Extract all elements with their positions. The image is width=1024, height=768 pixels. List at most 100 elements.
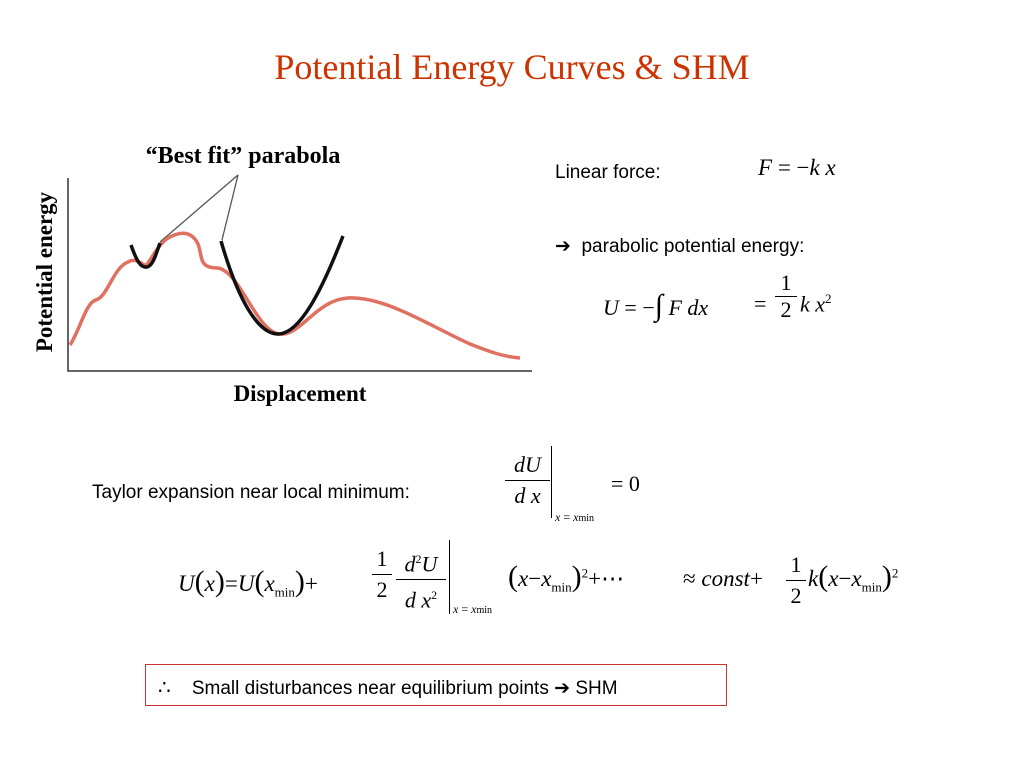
eq-term: min: [274, 584, 295, 600]
denominator: 2: [786, 580, 806, 611]
eq-term: d: [404, 587, 416, 613]
eq-term: d: [404, 551, 416, 577]
eq-term: d: [514, 452, 526, 477]
numerator: 1: [780, 270, 792, 295]
eq-term: U: [603, 295, 619, 320]
eq-term: min: [476, 605, 492, 616]
eq-term: k: [809, 155, 820, 180]
eq-term: min: [861, 579, 882, 595]
conclusion-text: Small disturbances near equilibrium poin…: [191, 678, 549, 699]
y-axis-label: Potential energy: [32, 191, 57, 352]
eq-term: const: [701, 566, 750, 591]
eq-term: x: [421, 587, 432, 613]
eq-term: F: [758, 155, 773, 180]
denominator: 2: [372, 574, 392, 605]
denominator: d x: [505, 480, 550, 511]
half-fraction: 1 2: [775, 270, 797, 323]
denominator: d x2: [396, 579, 446, 615]
eq-term: x: [825, 155, 836, 180]
denominator: 2: [775, 296, 797, 323]
eq-term: x: [530, 483, 541, 508]
eq-term: x: [541, 566, 552, 591]
potential-integral: U = −∫ F dx: [603, 289, 708, 323]
result-term: k(x−xmin)2: [808, 560, 898, 596]
integral-sign: ∫: [654, 289, 663, 322]
eq-term: (: [818, 560, 829, 593]
quadratic-term: (x−xmin)2+⋯: [508, 560, 624, 596]
eq-term: (: [194, 565, 205, 598]
kx2-term: k x2: [800, 291, 832, 317]
eq-term: ): [294, 565, 305, 598]
eq-term: 2: [891, 565, 899, 581]
eq-term: ): [214, 565, 225, 598]
eq-term: x: [518, 566, 529, 591]
exponent: 2: [825, 291, 832, 306]
eq-term: min: [551, 579, 572, 595]
eq-term: +: [749, 566, 763, 591]
eq-term: U: [237, 571, 255, 596]
numerator: d2U: [396, 544, 446, 579]
page-title: Potential Energy Curves & SHM: [274, 47, 750, 87]
eq-term: =: [624, 295, 637, 320]
eq-term: x: [698, 295, 709, 320]
eq-term: min: [578, 513, 594, 524]
conclusion-line: ∴ Small disturbances near equilibrium po…: [158, 675, 618, 700]
eq-term: =: [224, 571, 238, 596]
eq-term: d: [687, 295, 699, 320]
eq-term: =: [777, 155, 791, 180]
eq-term: +⋯: [588, 566, 625, 591]
eq-term: −: [838, 566, 852, 591]
numerator: 1: [376, 546, 388, 571]
eq-term: x: [573, 510, 579, 524]
evaluation-bar-2: [449, 540, 450, 614]
linear-force-equation: F = −k x: [758, 155, 836, 181]
x-axis-label: Displacement: [234, 381, 367, 406]
axes: [67, 178, 532, 372]
callout-line-left: [159, 174, 239, 243]
eq-term: d: [514, 483, 526, 508]
half-fraction-result: 1 2: [786, 550, 806, 611]
small-best-fit-parabola: [129, 242, 162, 269]
eq-term: −: [528, 566, 542, 591]
eq-term: x: [471, 602, 477, 616]
eq-term: F: [668, 295, 682, 320]
parabolic-line: ➔ parabolic potential energy:: [555, 235, 804, 258]
therefore-symbol: ∴: [158, 677, 171, 699]
eq-term: −: [796, 155, 810, 180]
eq-term: U: [525, 452, 541, 477]
eq-term: x: [204, 571, 215, 596]
eq-term: (: [254, 565, 265, 598]
eq-term: x: [815, 291, 826, 317]
large-best-fit-parabola: [219, 235, 345, 336]
eq-term: 0: [628, 471, 640, 496]
eq-term: +: [304, 571, 318, 596]
eq-term: k: [808, 566, 819, 591]
eq-term: ): [881, 560, 892, 593]
eq-term: x: [453, 602, 459, 616]
linear-force-label: Linear force:: [555, 162, 661, 183]
eq-term: ): [571, 560, 582, 593]
eq-term: =: [611, 471, 624, 496]
parabolic-label: parabolic potential energy:: [581, 236, 805, 257]
eq-term: x: [828, 566, 839, 591]
callout-line-right: [221, 174, 239, 241]
evaluation-bar: [551, 446, 552, 518]
du-dx-fraction: dU d x: [505, 450, 550, 511]
eq-term: =: [754, 291, 767, 316]
eq-term: 2: [415, 552, 422, 566]
eq-term: U: [421, 551, 438, 577]
equals-zero: = 0: [611, 471, 640, 497]
expansion-lhs: U(x)=U(xmin)+: [178, 565, 318, 601]
eq-term: 2: [581, 565, 589, 581]
numerator: 1: [790, 552, 802, 577]
arrow-icon: ➔: [555, 236, 571, 257]
half-fraction-taylor: 1 2: [372, 544, 392, 605]
eq-term: U: [178, 571, 195, 596]
eq-term: 2: [431, 588, 438, 603]
conclusion-result: SHM: [575, 678, 618, 699]
evaluation-subscript: x = xmin: [555, 510, 594, 525]
taylor-label: Taylor expansion near local minimum:: [92, 482, 410, 503]
eq-term: =: [461, 602, 469, 616]
eq-term: =: [563, 510, 571, 524]
